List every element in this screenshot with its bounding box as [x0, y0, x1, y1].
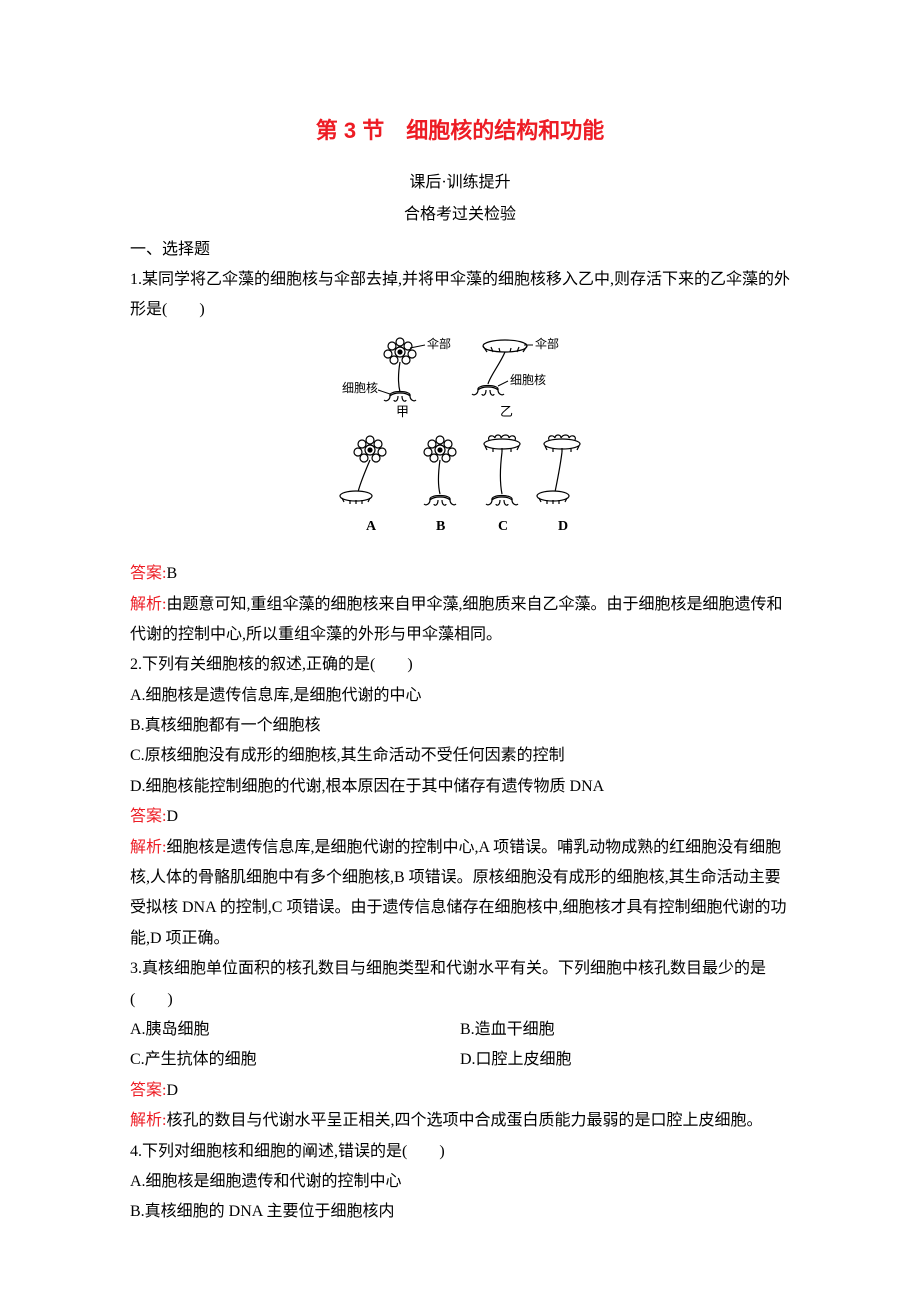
q3-option-d: D.口腔上皮细胞	[460, 1045, 790, 1075]
q3-option-c: C.产生抗体的细胞	[130, 1045, 460, 1075]
answer-label: 答案:	[130, 808, 166, 825]
q1-diagram: 伞部 细胞核 甲 伞部 细胞核 乙	[130, 334, 790, 555]
label-umbrella-yi: 伞部	[535, 336, 559, 351]
option-label-b: B	[436, 519, 445, 534]
answer-label: 答案:	[130, 1082, 166, 1099]
q2-answer: 答案:D	[130, 802, 790, 832]
label-nucleus-yi: 细胞核	[510, 373, 546, 387]
q4-stem: 4.下列对细胞核和细胞的阐述,错误的是( )	[130, 1137, 790, 1167]
q3-answer-value: D	[166, 1082, 178, 1099]
q3-explanation: 解析:核孔的数目与代谢水平呈正相关,四个选项中合成蛋白质能力最弱的是口腔上皮细胞…	[130, 1106, 790, 1136]
q2-explanation-text: 细胞核是遗传信息库,是细胞代谢的控制中心,A 项错误。哺乳动物成熟的红细胞没有细…	[130, 839, 786, 947]
q2-option-c: C.原核细胞没有成形的细胞核,其生命活动不受任何因素的控制	[130, 741, 790, 771]
q1-explanation: 解析:由题意可知,重组伞藻的细胞核来自甲伞藻,细胞质来自乙伞藻。由于细胞核是细胞…	[130, 590, 790, 651]
explanation-label: 解析:	[130, 1112, 166, 1129]
page-title: 第 3 节 细胞核的结构和功能	[130, 110, 790, 152]
caption-jia: 甲	[396, 404, 409, 419]
q3-explanation-text: 核孔的数目与代谢水平呈正相关,四个选项中合成蛋白质能力最弱的是口腔上皮细胞。	[166, 1112, 762, 1129]
q4-option-b: B.真核细胞的 DNA 主要位于细胞核内	[130, 1197, 790, 1227]
option-label-a: A	[366, 519, 377, 534]
q2-option-a: A.细胞核是遗传信息库,是细胞代谢的中心	[130, 681, 790, 711]
diagram-option-b	[424, 436, 456, 505]
diagram-option-a	[340, 436, 386, 504]
q3-option-b: B.造血干细胞	[460, 1015, 790, 1045]
q3-answer: 答案:D	[130, 1076, 790, 1106]
q1-explanation-text: 由题意可知,重组伞藻的细胞核来自甲伞藻,细胞质来自乙伞藻。由于细胞核是细胞遗传和…	[130, 596, 782, 643]
caption-yi: 乙	[500, 404, 513, 419]
q2-explanation: 解析:细胞核是遗传信息库,是细胞代谢的控制中心,A 项错误。哺乳动物成熟的红细胞…	[130, 833, 790, 955]
q1-stem: 1.某同学将乙伞藻的细胞核与伞部去掉,并将甲伞藻的细胞核移入乙中,则存活下来的乙…	[130, 265, 790, 326]
section-heading: 一、选择题	[130, 235, 790, 265]
q1-answer: 答案:B	[130, 559, 790, 589]
diagram-option-c	[484, 435, 520, 505]
label-nucleus-jia: 细胞核	[342, 381, 378, 395]
label-umbrella-jia: 伞部	[427, 336, 451, 351]
q3-options-row-2: C.产生抗体的细胞 D.口腔上皮细胞	[130, 1045, 790, 1075]
q3-options-row-1: A.胰岛细胞 B.造血干细胞	[130, 1015, 790, 1045]
explanation-label: 解析:	[130, 596, 166, 613]
q4-option-a: A.细胞核是细胞遗传和代谢的控制中心	[130, 1167, 790, 1197]
page: 第 3 节 细胞核的结构和功能 课后·训练提升 合格考过关检验 一、选择题 1.…	[0, 0, 920, 1302]
q2-option-d: D.细胞核能控制细胞的代谢,根本原因在于其中储存有遗传物质 DNA	[130, 772, 790, 802]
q2-option-b: B.真核细胞都有一个细胞核	[130, 711, 790, 741]
q2-answer-value: D	[166, 808, 178, 825]
q2-stem: 2.下列有关细胞核的叙述,正确的是( )	[130, 650, 790, 680]
q3-option-a: A.胰岛细胞	[130, 1015, 460, 1045]
answer-label: 答案:	[130, 565, 166, 582]
subtitle-line-1: 课后·训练提升	[130, 168, 790, 198]
q1-answer-value: B	[166, 565, 177, 582]
option-label-c: C	[498, 519, 508, 534]
subtitle-line-2: 合格考过关检验	[130, 200, 790, 230]
q3-stem: 3.真核细胞单位面积的核孔数目与细胞类型和代谢水平有关。下列细胞中核孔数目最少的…	[130, 954, 790, 1015]
option-label-d: D	[558, 519, 568, 534]
explanation-label: 解析:	[130, 839, 166, 856]
diagram-option-d	[537, 435, 580, 504]
